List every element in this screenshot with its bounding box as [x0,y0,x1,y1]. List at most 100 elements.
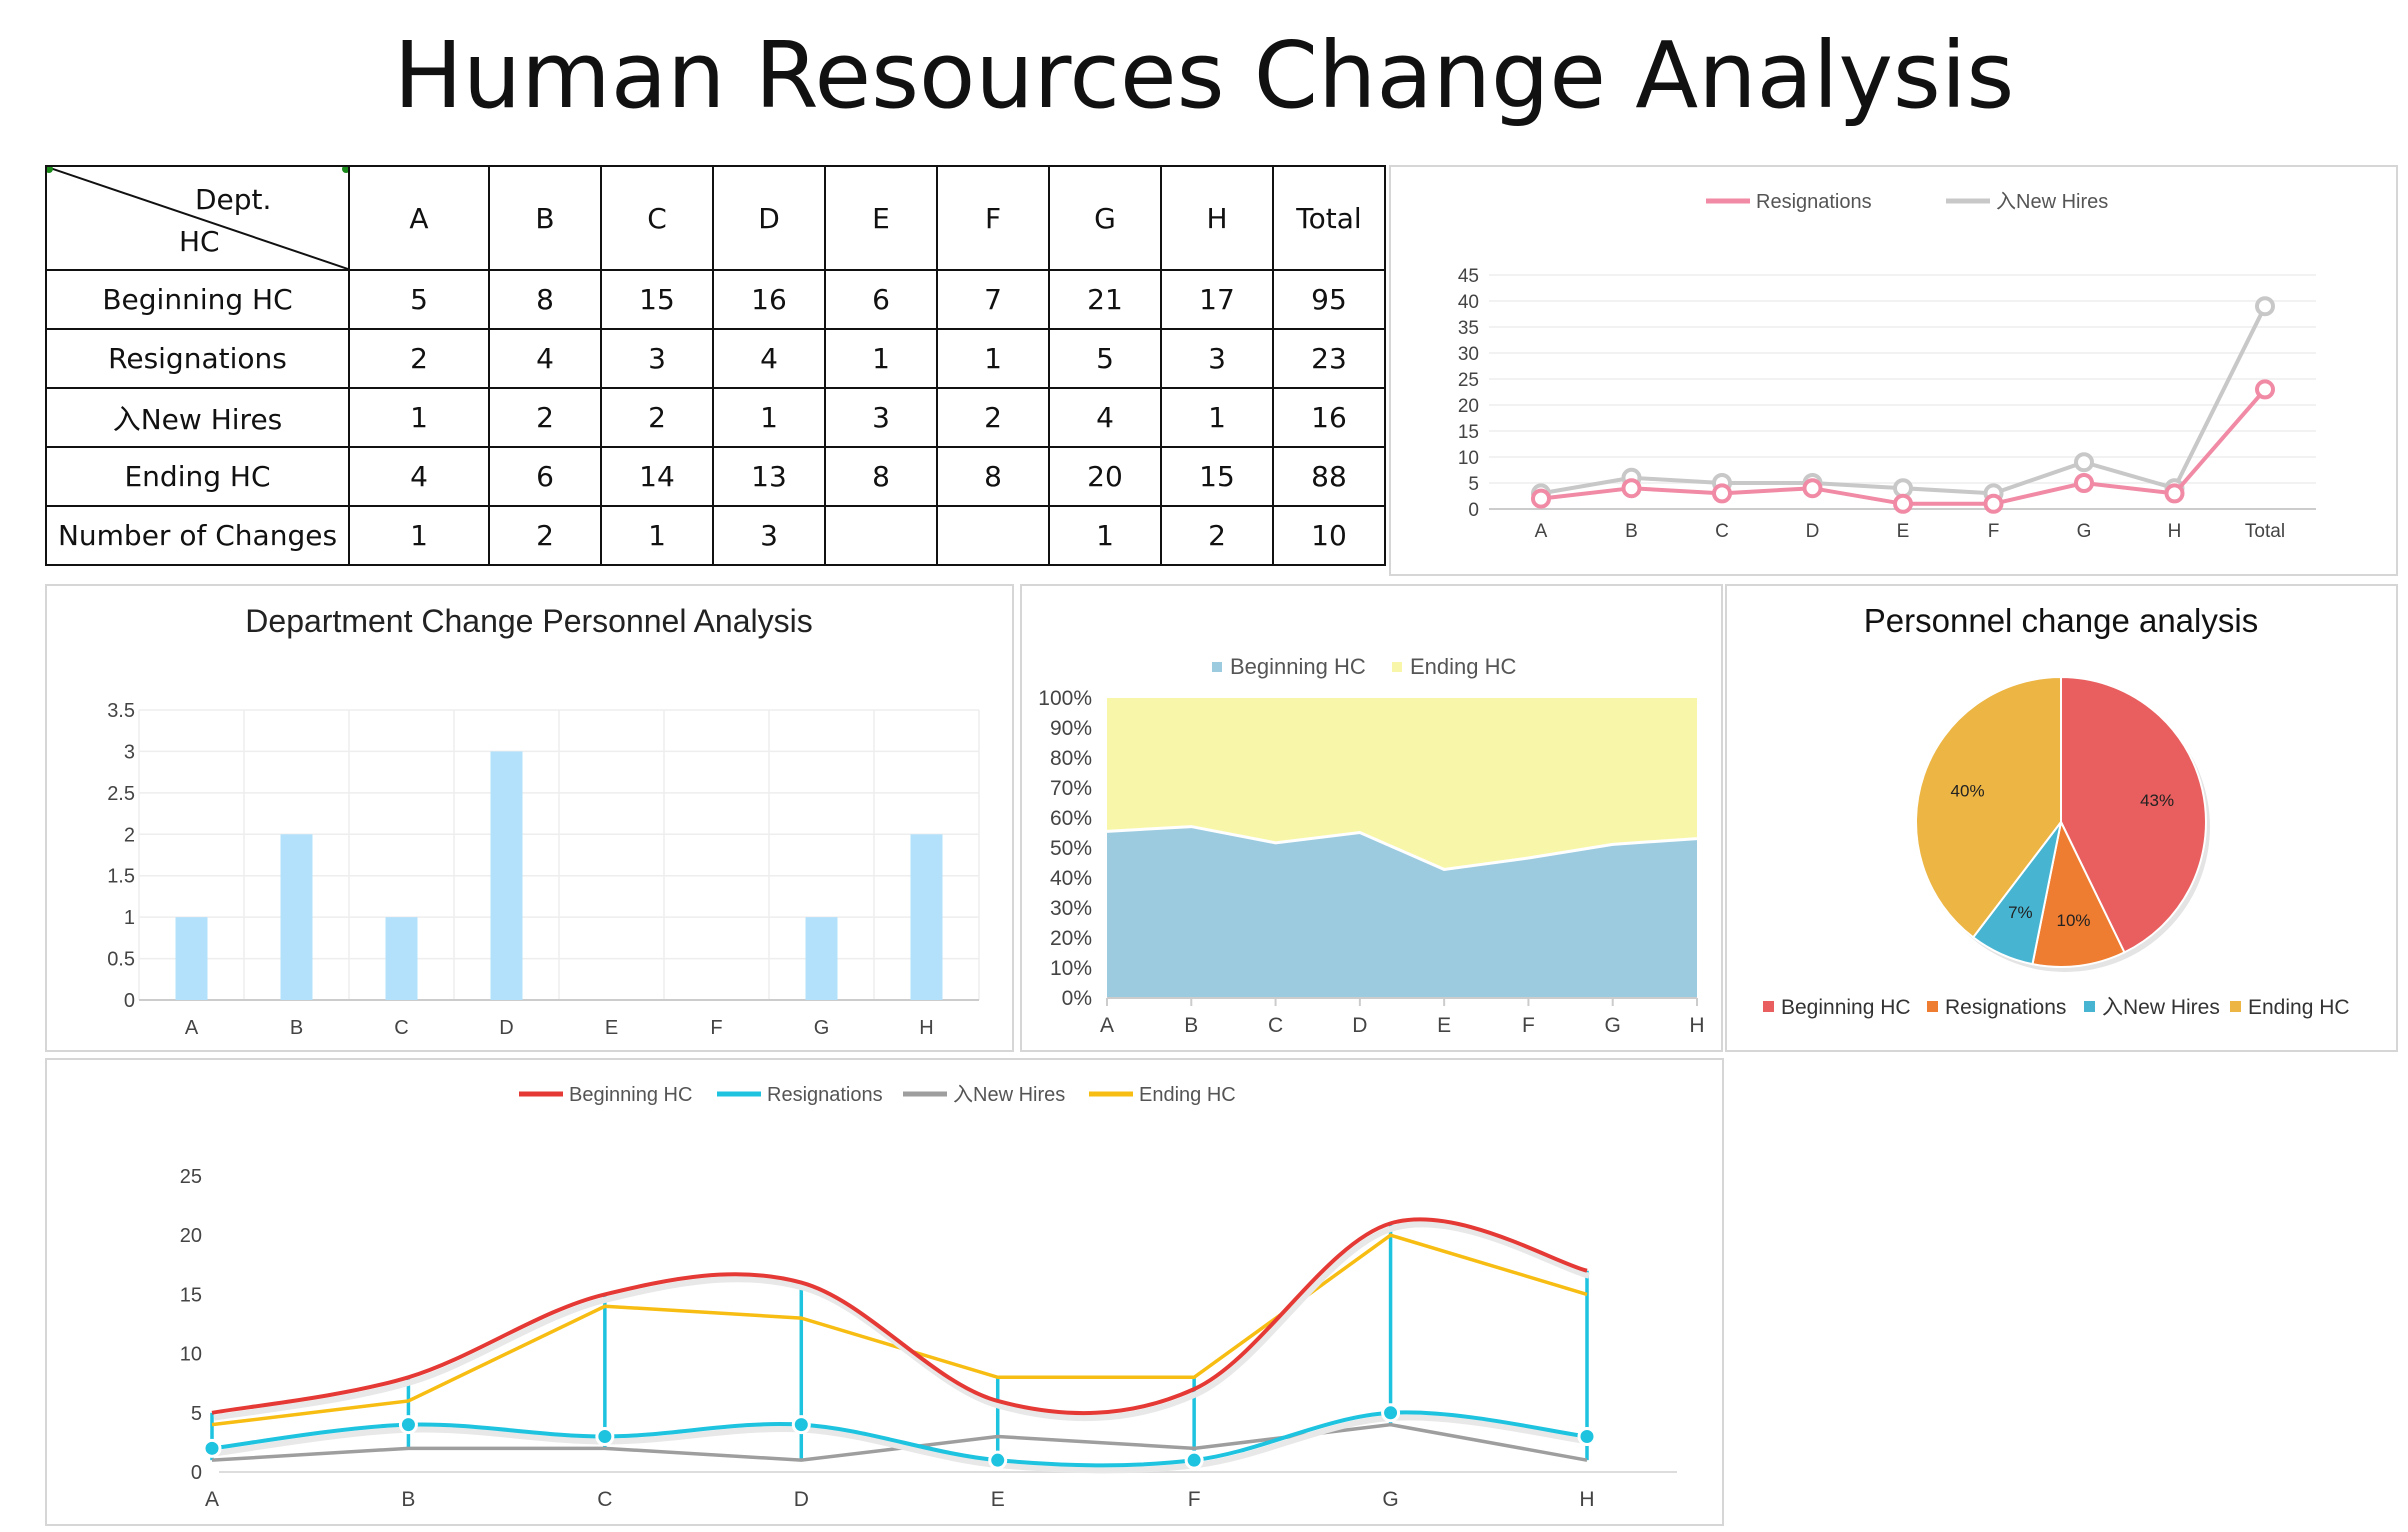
y-tick-label: 80% [1050,747,1092,770]
data-point [791,1415,811,1435]
table-header-row: Dept. HC A B C D E F G H Total [45,165,1386,271]
legend-label: Resignations [767,1084,883,1106]
table-row: Beginning HC 5 8 15 16 6 7 21 17 95 [45,269,1386,330]
x-tick-label: C [394,1017,408,1039]
series-shadow [213,1414,1590,1474]
y-tick-label: 20% [1050,927,1092,950]
legend-swatch [2230,1001,2241,1012]
table-cell: 8 [488,269,602,330]
data-point [1531,488,1551,509]
table-cell: 3 [712,505,826,566]
series-line [1540,305,2267,496]
x-tick-label: E [1437,1014,1451,1037]
y-tick-label: 3.5 [107,700,135,722]
table-cell: 4 [488,328,602,389]
table-cell: 6 [488,446,602,507]
data-point [202,1438,222,1458]
y-tick-label: 10 [180,1344,202,1366]
row-label: Beginning HC [45,269,350,330]
y-tick-label: 0 [124,990,135,1012]
legend-label: Ending HC [1139,1084,1236,1106]
row-label: 入New Hires [45,387,350,448]
y-tick-label: 70% [1050,777,1092,800]
table-cell: 1 [348,505,490,566]
data-point [398,1415,418,1435]
data-point [1577,1426,1597,1446]
table-cell: 2 [488,505,602,566]
table-cell: 4 [1048,387,1162,448]
bar [385,917,418,1000]
chart-title: Personnel change analysis [1864,602,2258,639]
y-tick-label: 2.5 [107,783,135,805]
table-cell: 95 [1272,269,1386,330]
series-line [211,1233,1588,1427]
column-header: C [600,165,714,271]
x-tick-label: E [991,1488,1005,1511]
legend-label: Beginning HC [1230,654,1366,679]
y-tick-label: 0.5 [107,949,135,971]
slice-label: 10% [2057,911,2091,930]
top-line-chart: 0 5 10 15 20 25 30 35 40 45 A B C D E F G H Total Resignati… [1458,191,2316,542]
table-cell: 1 [1160,387,1274,448]
table-cell: 5 [348,269,490,330]
table-cell: 1 [712,387,826,448]
table-row: Number of Changes 1 2 1 3 1 2 10 [45,505,1386,566]
table-cell: 1 [348,387,490,448]
data-point [2255,296,2275,317]
hc-table: Dept. HC A B C D E F G H Total Beginning… [45,165,1386,566]
legend-label: Ending HC [2248,996,2350,1019]
table-row: Resignations 2 4 3 4 1 1 5 3 23 [45,328,1386,389]
table-cell: 1 [1048,505,1162,566]
table-cell: 7 [936,269,1050,330]
y-tick-label: 0 [1468,500,1479,521]
table-cell: 5 [1048,328,1162,389]
bar [175,917,208,1000]
bottom-line-chart: 0 5 10 15 20 25 A B C D E F G H Beginning HC Resignatio… [180,1084,1677,1511]
data-point [595,1426,615,1446]
y-tick-label: 10 [1458,448,1479,469]
row-label: Ending HC [45,446,350,507]
table-cell: 2 [936,387,1050,448]
table-cell: 21 [1048,269,1162,330]
table-row: 入New Hires 1 2 2 1 3 2 4 1 16 [45,387,1386,448]
y-tick-label: 3 [124,741,135,763]
chart-title: Department Change Personnel Analysis [245,603,812,639]
table-cell: 20 [1048,446,1162,507]
x-tick-label: D [1352,1014,1367,1037]
y-tick-label: 2 [124,824,135,846]
series-line [211,1217,1588,1416]
legend-label: Ending HC [1410,654,1517,679]
table-cell: 6 [824,269,938,330]
x-tick-label: D [794,1488,809,1511]
y-tick-label: 1.5 [107,866,135,888]
slice-label: 40% [1951,781,1985,800]
bar [280,834,313,1000]
bar [490,751,523,1000]
table-cell: 17 [1160,269,1274,330]
series-line [211,1410,1588,1468]
x-tick-label: C [1715,521,1729,542]
row-label: Resignations [45,328,350,389]
table-cell: 13 [712,446,826,507]
y-tick-label: 25 [1458,370,1479,391]
x-tick-label: F [710,1017,722,1039]
y-tick-label: 30% [1050,897,1092,920]
column-header: E [824,165,938,271]
y-tick-label: 100% [1038,687,1092,710]
table-cell: 2 [488,387,602,448]
table-cell: 16 [712,269,826,330]
legend-swatch [1763,1001,1774,1012]
x-tick-label: G [2077,521,2092,542]
y-tick-label: 10% [1050,957,1092,980]
x-tick-label: E [605,1017,618,1039]
table-cell: 3 [1160,328,1274,389]
top-line-panel: 0 5 10 15 20 25 30 35 40 45 A B C D E F G H Total Resignati… [1389,165,2398,576]
data-point [1712,483,1732,504]
y-tick-label: 50% [1050,837,1092,860]
bottom-line-panel: 0 5 10 15 20 25 A B C D E F G H Beginning HC Resignatio… [45,1058,1724,1526]
bar-chart-panel: Department Change Personnel Analysis 0 0.5… [45,584,1014,1052]
slice-label: 7% [2008,903,2033,922]
x-tick-label: B [1184,1014,1198,1037]
row-label: Number of Changes [45,505,350,566]
pie-slice [2060,675,2207,954]
